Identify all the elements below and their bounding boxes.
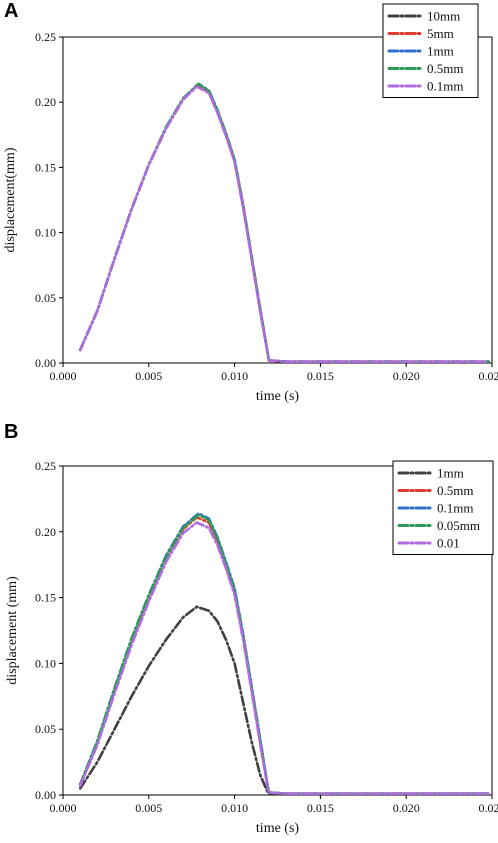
legend-label: 0.1mm [437, 501, 473, 516]
y-tick-label: 0.00 [35, 356, 56, 370]
y-tick-label: 0.05 [35, 722, 56, 736]
series-line-0-5mm [78, 516, 490, 796]
y-tick-label: 0.10 [35, 226, 56, 240]
series-line-10mm [78, 83, 490, 364]
x-tick-label: 0.005 [135, 369, 162, 383]
y-tick-label: 0.20 [35, 525, 56, 539]
series-line-1mm [78, 605, 490, 796]
series-line-0-5mm [78, 82, 490, 364]
chart-b-svg: 0.000 0.005 0.010 0.015 0.020 0.025 0.00 0.05 0.… [5, 459, 498, 836]
legend-label: 0.05mm [437, 518, 480, 533]
series-line-0-1mm [78, 85, 490, 364]
y-tick-label: 0.10 [35, 656, 56, 670]
y-tick-label: 0.00 [35, 788, 56, 802]
legend-label: 1mm [437, 466, 464, 481]
x-tick-label: 0.005 [135, 801, 162, 815]
legend-label: 1mm [427, 44, 454, 59]
y-tick-label: 0.05 [35, 291, 56, 305]
plot-frame [62, 36, 493, 364]
chart-panel-a: A 0.000 0.005 0.010 0.015 0.020 0.025 0.00 0.05… [0, 0, 498, 421]
series-line-0-01 [78, 521, 490, 796]
x-tick-label: 0.010 [221, 801, 248, 815]
y-tick-label: 0.20 [35, 95, 56, 109]
panel-letter-b: B [4, 421, 19, 443]
x-tick-label: 0.020 [393, 369, 420, 383]
legend-label: 0.5mm [437, 483, 473, 498]
x-tick-label: 0.000 [50, 369, 77, 383]
legend-label: 0.5mm [427, 61, 463, 76]
y-axis-title: displacement (mm) [5, 576, 20, 685]
legend-label: 10mm [427, 9, 460, 24]
y-tick-label: 0.15 [35, 591, 56, 605]
x-tick-label: 0.000 [50, 801, 77, 815]
x-axis-title: time (s) [256, 389, 299, 404]
x-tick-label: 0.025 [479, 369, 498, 383]
x-tick-label: 0.010 [221, 369, 248, 383]
y-axis-title: displacement(mm) [3, 147, 18, 252]
y-tick-label: 0.25 [35, 459, 56, 473]
x-tick-label: 0.020 [393, 801, 420, 815]
x-axis-title: time (s) [256, 821, 299, 836]
chart-panel-b: B 0.000 0.005 0.010 0.015 0.020 0.025 0.00 0.05… [0, 421, 498, 843]
x-tick-label: 0.015 [307, 801, 334, 815]
series-line-5mm [78, 83, 490, 364]
panel-letter-a: A [4, 0, 19, 22]
legend-label: 5mm [427, 26, 454, 41]
y-tick-label: 0.15 [35, 160, 56, 174]
y-tick-label: 0.25 [35, 30, 56, 44]
chart-a-svg: 0.000 0.005 0.010 0.015 0.020 0.025 0.00 0.05 0.… [3, 3, 498, 404]
legend-label: 0.1mm [427, 79, 463, 94]
series-line-1mm [78, 82, 490, 364]
x-tick-label: 0.015 [307, 369, 334, 383]
series-line-0-05mm [78, 513, 490, 796]
series-line-0-1mm [78, 512, 490, 796]
x-tick-label: 0.025 [479, 801, 498, 815]
legend-label: 0.01 [437, 536, 460, 551]
